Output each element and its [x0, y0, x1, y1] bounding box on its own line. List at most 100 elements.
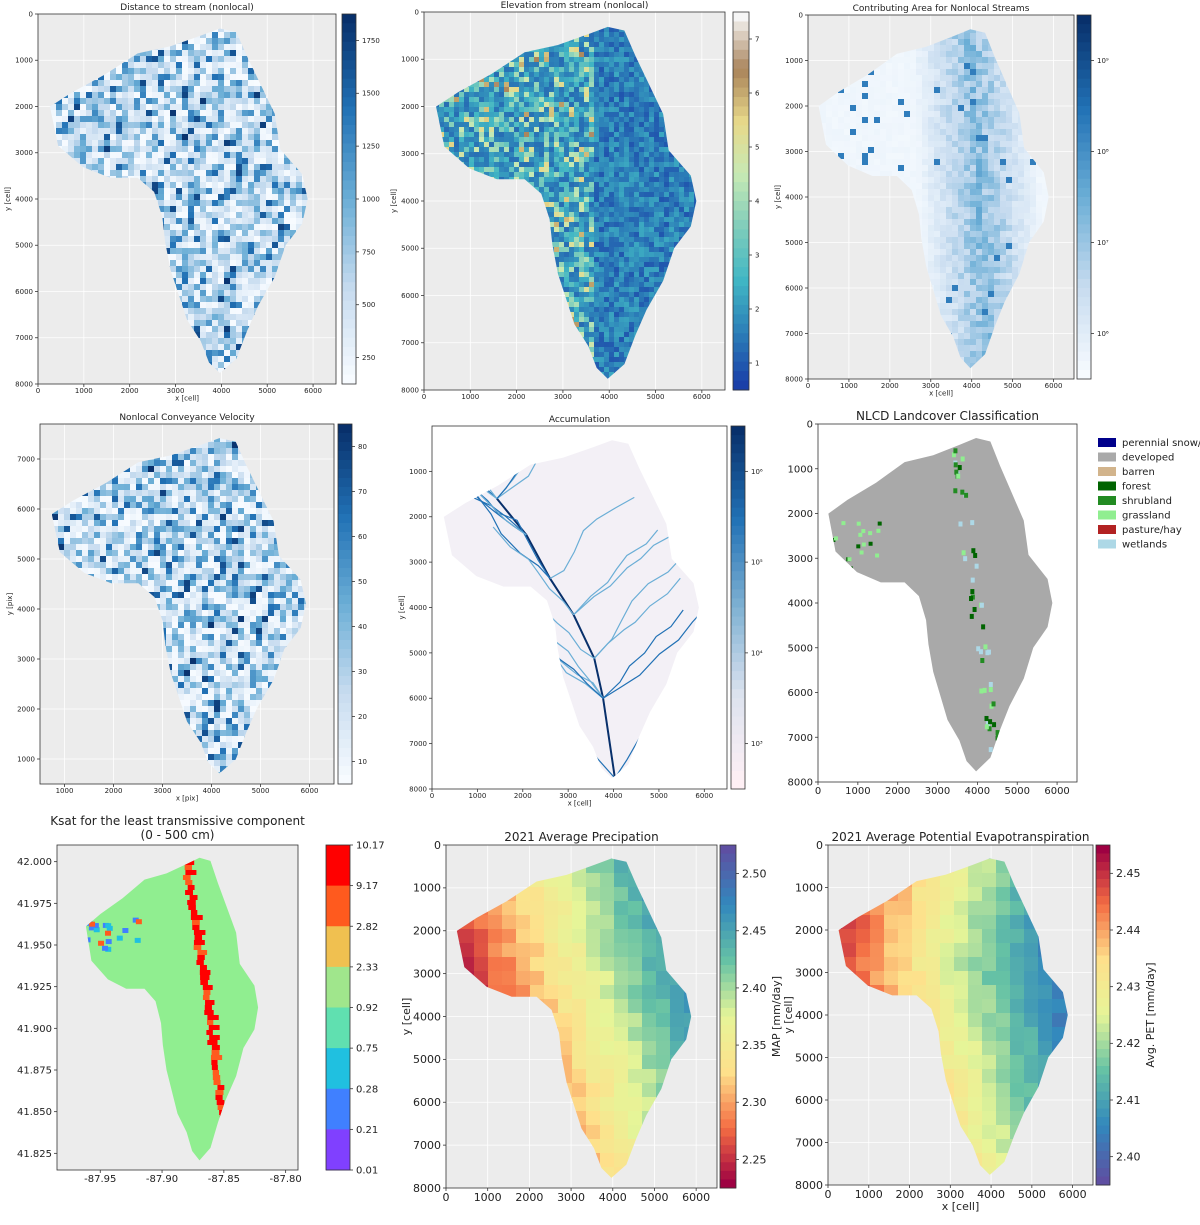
colorbar-segment: [733, 276, 749, 287]
y-tick-label: 5000: [409, 649, 427, 657]
colorbar-segment: [338, 757, 352, 767]
y-tick-label: 4000: [413, 1010, 441, 1023]
colorbar-frame: [719, 844, 737, 1189]
chart-title: 2021 Average Potential Evapotranspiratio…: [832, 830, 1090, 844]
colorbar-segment: [338, 595, 352, 605]
colorbar-segment: [342, 199, 356, 209]
colorbar-segment: [1096, 1066, 1110, 1075]
x-tick-label: -87.90: [146, 1174, 178, 1185]
colorbar-tick-label: 4: [755, 197, 760, 205]
legend-swatch: [1098, 452, 1116, 462]
legend-label: forest: [1122, 482, 1151, 493]
colorbar-tick-label: 10⁶: [1097, 330, 1109, 338]
colorbar-segment: [1077, 197, 1091, 207]
x-tick-label: 5000: [1004, 382, 1022, 390]
colorbar-segment: [1096, 1083, 1110, 1092]
colorbar-segment: [720, 845, 736, 855]
legend-label: grassland: [1122, 511, 1171, 522]
colorbar-segment: [342, 319, 356, 329]
colorbar-segment: [342, 32, 356, 43]
colorbar-segment: [720, 939, 736, 949]
colorbar-segment: [733, 172, 749, 183]
x-tick-label: -87.85: [208, 1174, 240, 1185]
colorbar-segment: [733, 229, 749, 240]
colorbar-segment: [338, 685, 352, 695]
colorbar-segment: [731, 553, 745, 563]
colorbar-segment: [731, 716, 745, 726]
colorbar-tick-label: 0.21: [356, 1125, 378, 1136]
colorbar-tick-label: 2.45: [1116, 867, 1141, 880]
colorbar-segment: [1096, 1151, 1110, 1160]
colorbar-segment: [1077, 288, 1091, 298]
colorbar-tick-label: 2.30: [742, 1096, 767, 1109]
colorbar-segment: [1077, 33, 1091, 43]
colorbar-segment: [338, 505, 352, 515]
chart-panel-p6: 0 1000 2000 3000 4000 5000 6000 0 1000 2000 3000 40…: [788, 409, 1200, 797]
colorbar-segment: [1077, 24, 1091, 34]
x-tick-label: 1000: [461, 393, 479, 401]
x-axis-label: x [cell]: [929, 390, 953, 398]
colorbar-segment: [731, 498, 745, 509]
colorbar: 80 70 60 50 40 30 20 10: [337, 423, 367, 785]
colorbar-segment: [338, 577, 352, 587]
colorbar-segment: [1096, 1168, 1110, 1177]
colorbar-tick-label: 0.92: [356, 1003, 378, 1014]
colorbar-segment: [342, 171, 356, 181]
colorbar-segment: [1096, 879, 1110, 888]
colorbar-segment: [1096, 1015, 1110, 1024]
colorbar-bin: [326, 926, 350, 968]
colorbar-segment: [338, 550, 352, 560]
colorbar-segment: [720, 1136, 736, 1146]
colorbar-segment: [1077, 278, 1091, 289]
colorbar-segment: [720, 870, 736, 880]
x-tick-label: 5000: [1005, 786, 1030, 797]
y-tick-label: 0: [29, 10, 33, 18]
colorbar-segment: [338, 676, 352, 686]
x-tick-label: 5000: [1018, 1188, 1046, 1201]
colorbar-segment: [338, 748, 352, 758]
colorbar-segment: [338, 631, 352, 641]
colorbar-segment: [733, 49, 749, 60]
colorbar: 10⁹ 10⁸ 10⁷ 10⁶: [1076, 14, 1109, 380]
x-axis-label: x [cell]: [175, 395, 199, 403]
colorbar-segment: [342, 226, 356, 237]
y-tick-label: 2000: [413, 925, 441, 938]
colorbar-segment: [733, 97, 749, 107]
colorbar-segment: [731, 761, 745, 772]
colorbar-segment: [1077, 133, 1091, 143]
y-tick-label: 0: [807, 420, 813, 431]
colorbar-segment: [342, 374, 356, 385]
colorbar-segment: [338, 433, 352, 443]
colorbar-tick-label: 2.50: [742, 867, 767, 880]
colorbar-segment: [338, 775, 352, 785]
y-tick-label: 1000: [409, 468, 427, 476]
colorbar-segment: [731, 525, 745, 536]
colorbar-segment: [720, 922, 736, 932]
colorbar-segment: [731, 616, 745, 627]
colorbar-segment: [338, 532, 352, 542]
colorbar-segment: [731, 489, 745, 500]
y-tick-label: 8000: [788, 778, 813, 789]
colorbar-segment: [342, 134, 356, 144]
y-tick-label: 5000: [17, 555, 35, 563]
colorbar-segment: [338, 604, 352, 614]
y-tick-label: 4000: [15, 195, 33, 203]
colorbar-tick-label: 2.41: [1116, 1094, 1141, 1107]
colorbar-segment: [731, 779, 745, 790]
y-tick-label: 1000: [401, 56, 419, 64]
chart-panel-p1: 0 1000 2000 3000 4000 5000 6000 0 1000 2000 3000 40…: [4, 3, 380, 403]
y-axis-label: y [cell]: [782, 996, 795, 1034]
colorbar-segment: [731, 734, 745, 745]
y-tick-label: 1000: [795, 881, 823, 894]
y-tick-label: 7000: [401, 339, 419, 347]
colorbar-bin: [326, 885, 350, 927]
chart-subtitle: (0 - 500 cm): [141, 828, 215, 842]
colorbar-segment: [338, 478, 352, 488]
y-tick-label: 8000: [401, 386, 419, 394]
colorbar-segment: [720, 1007, 736, 1017]
colorbar-segment: [1077, 260, 1091, 271]
x-tick-label: 1000: [468, 792, 486, 800]
colorbar-segment: [720, 973, 736, 983]
colorbar-segment: [1077, 42, 1091, 52]
y-tick-label: 7000: [413, 1139, 441, 1152]
